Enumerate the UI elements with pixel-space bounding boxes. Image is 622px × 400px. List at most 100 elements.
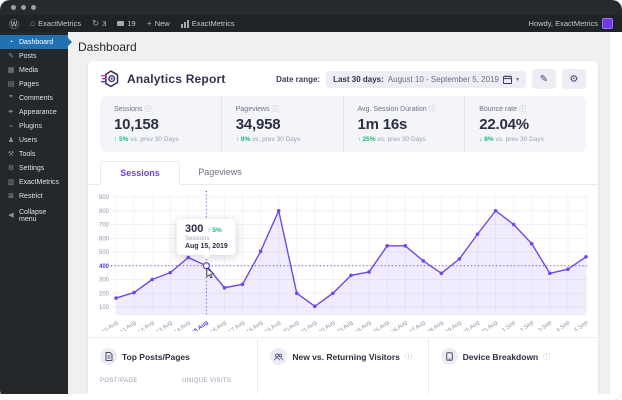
stat-label: Pageviews [235, 105, 270, 113]
info-icon[interactable]: ⓘ [428, 106, 436, 113]
stat-bounce-rate: Bounce rate ⓘ 22.04% ↓ 8% vs. prev 30 Days [464, 96, 586, 152]
tab-pageviews[interactable]: Pageviews [198, 167, 242, 177]
plugin-icon: ⌁ [8, 122, 14, 130]
chart-tabs: Sessions Pageviews [88, 161, 598, 185]
info-icon[interactable]: ⓘ [144, 106, 152, 113]
brush-icon: ✒ [8, 108, 14, 116]
sidebar-item-media[interactable]: ▦ Media [0, 63, 68, 77]
main-content: Dashboard Analytics Report Date range: [68, 32, 610, 394]
stat-sessions: Sessions ⓘ 10,158 ↑ 5% vs. prev 30 Days [100, 96, 221, 152]
admin-bar-exactmetrics[interactable]: ExactMetrics [180, 19, 235, 28]
svg-text:29 Aug: 29 Aug [445, 320, 463, 331]
svg-text:24 Aug: 24 Aug [354, 320, 372, 331]
admin-bar-site-link[interactable]: ⌂ ExactMetrics [30, 18, 82, 29]
wordpress-logo-icon: Ⓦ [9, 20, 19, 31]
howdy-label[interactable]: Howdy, ExactMetrics [528, 19, 598, 28]
sidebar-item-users[interactable]: ♟ Users [0, 133, 68, 147]
sidebar-item-comments[interactable]: ❞ Comments [0, 91, 68, 105]
svg-text:700: 700 [99, 223, 110, 229]
svg-text:3 Sep: 3 Sep [537, 320, 553, 331]
report-settings-button[interactable]: ⚙ [562, 69, 586, 89]
svg-text:21 Aug: 21 Aug [300, 320, 318, 331]
svg-text:800: 800 [99, 209, 110, 215]
updates-icon: ↻ [92, 18, 100, 29]
calendar-icon [502, 74, 512, 84]
panel-title: New vs. Returning Visitors [292, 351, 400, 362]
date-range-picker[interactable]: Last 30 days: August 10 - September 5, 2… [326, 70, 526, 88]
sidebar-item-tools[interactable]: ⚒ Tools [0, 147, 68, 161]
sidebar-item-label: Appearance [19, 108, 57, 116]
exactmetrics-logo-icon [100, 70, 119, 88]
window-close-button[interactable] [11, 5, 16, 10]
wp-sidebar: ◔ Dashboard ✎ Posts ▦ Media ▤ Pages ❞ Comments ✒ Ap… [0, 32, 72, 394]
svg-text:26 Aug: 26 Aug [391, 320, 409, 331]
tools-icon: ⚒ [7, 150, 15, 158]
window-titlebar [0, 0, 622, 15]
collapse-icon: ◀ [8, 212, 14, 219]
avatar[interactable] [602, 18, 613, 29]
sidebar-item-settings[interactable]: ⚙ Settings [0, 161, 68, 175]
svg-text:600: 600 [99, 236, 110, 242]
wordpress-menu[interactable]: Ⓦ [9, 16, 19, 31]
stat-value: 1m 16s [357, 116, 408, 133]
svg-text:500: 500 [99, 250, 110, 256]
admin-bar-comments[interactable]: 19 [117, 19, 136, 28]
admin-bar-updates[interactable]: ↻ 3 [92, 18, 107, 29]
sidebar-item-restrict[interactable]: ⊠ Restrict [0, 189, 68, 203]
svg-text:31 Aug: 31 Aug [481, 320, 499, 331]
window-maximize-button[interactable] [31, 5, 36, 10]
stat-change: ↑ 9% vs. prev 30 Days [235, 136, 301, 143]
document-icon [100, 348, 117, 365]
svg-text:27 Aug: 27 Aug [409, 320, 427, 331]
svg-text:400: 400 [99, 264, 110, 270]
sidebar-item-label: Settings [19, 164, 45, 172]
settings-icon: ⚙ [7, 164, 15, 172]
stat-change: ↑ 25% vs. prev 30 Days [357, 136, 426, 143]
tooltip-date: Aug 15, 2019 [184, 242, 228, 250]
sidebar-item-exactmetrics[interactable]: ▥ ExactMetrics [0, 175, 68, 189]
sessions-line-chart[interactable]: 100 200 300 400 500 600 700 800 900 10 Aug 11 Aug 1… [88, 185, 598, 337]
info-icon[interactable]: ⓘ [543, 353, 551, 361]
chevron-down-icon: ▾ [515, 76, 519, 83]
sidebar-item-posts[interactable]: ✎ Posts [0, 49, 68, 63]
tooltip-series: Sessions [184, 235, 210, 242]
column-header-post-page: POST/PAGE [100, 378, 138, 384]
tooltip-value: 300 [184, 222, 204, 235]
svg-text:20 Aug: 20 Aug [282, 320, 300, 331]
svg-text:30 Aug: 30 Aug [463, 320, 481, 331]
sidebar-item-dashboard[interactable]: ◔ Dashboard [0, 35, 72, 49]
svg-text:22 Aug: 22 Aug [318, 320, 336, 331]
admin-bar-new[interactable]: + New [146, 18, 170, 29]
svg-text:16 Aug: 16 Aug [210, 320, 228, 331]
svg-text:2 Sep: 2 Sep [519, 320, 535, 331]
info-icon[interactable]: ⓘ [271, 106, 279, 113]
info-icon[interactable]: ⓘ [519, 106, 526, 113]
report-title: Analytics Report [127, 72, 226, 86]
sidebar-item-collapse-menu[interactable]: ◀ Collapse menu [0, 205, 68, 226]
sidebar-item-plugins[interactable]: ⌁ Plugins [0, 119, 68, 133]
stat-pageviews: Pageviews ⓘ 34,958 ↑ 9% vs. prev 30 Days [220, 96, 343, 152]
stat-change: ↑ 5% vs. prev 30 Days [114, 136, 179, 143]
sidebar-item-label: Posts [19, 52, 37, 60]
panel-title: Device Breakdown [462, 351, 539, 362]
svg-text:14 Aug: 14 Aug [174, 320, 192, 331]
column-header-unique-visits: UNIQUE VISITS [182, 378, 232, 384]
sidebar-item-appearance[interactable]: ✒ Appearance [0, 105, 68, 119]
info-icon[interactable]: ⓘ [404, 353, 412, 361]
svg-text:17 Aug: 17 Aug [228, 320, 246, 331]
svg-text:15 Aug: 15 Aug [191, 320, 210, 331]
edit-report-button[interactable]: ✎ [532, 69, 556, 89]
window-minimize-button[interactable] [21, 5, 26, 10]
scrollbar-track[interactable] [610, 32, 622, 394]
sidebar-item-pages[interactable]: ▤ Pages [0, 77, 68, 91]
date-range-label: Date range: [276, 74, 321, 84]
sidebar-item-label: Restrict [19, 192, 43, 200]
comment-icon: ❞ [9, 94, 13, 102]
panel-device-breakdown: Device Breakdown ⓘ [427, 338, 598, 394]
tab-sessions[interactable]: Sessions [100, 161, 180, 185]
svg-text:10 Aug: 10 Aug [101, 320, 119, 331]
analytics-icon: ▥ [7, 178, 15, 186]
plus-icon: + [146, 18, 152, 29]
sidebar-item-label: Media [19, 66, 39, 74]
